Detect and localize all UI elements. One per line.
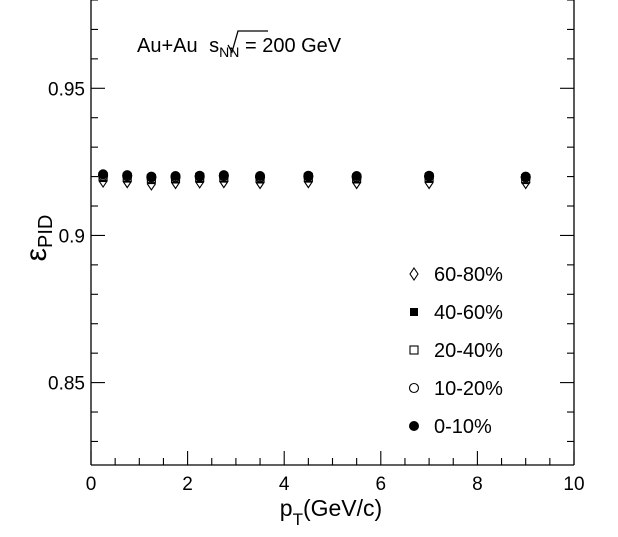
legend-marker [409, 345, 419, 355]
data-point [122, 170, 133, 181]
data-point [98, 169, 109, 180]
x-tick-label: 4 [279, 474, 290, 495]
legend-label: 0-10% [434, 416, 492, 438]
legend-marker [409, 267, 419, 281]
legend-label: 10-20% [434, 378, 503, 400]
x-axis-title-main: p [280, 495, 293, 521]
x-axis-title-sub: T [293, 510, 303, 529]
sqrt-symbol [227, 30, 268, 54]
data-point [146, 171, 157, 182]
y-tick-label: 0.9 [59, 226, 85, 247]
data-point [194, 170, 205, 181]
series-60-80pct [98, 174, 531, 191]
legend-marker [408, 382, 420, 394]
legend-label: 40-60% [434, 302, 503, 324]
data-point [218, 170, 229, 181]
y-axis-title: εPID [20, 215, 57, 262]
legend-label: 20-40% [434, 340, 503, 362]
data-markers [98, 169, 531, 191]
y-axis-title-main: ε [20, 248, 53, 261]
x-axis-title: pT(GeV/c) [280, 495, 382, 529]
data-point [520, 171, 531, 182]
annotation-text: Au+Au sNN = 200 GeV [137, 35, 342, 60]
y-axis-title-sub: PID [35, 215, 57, 248]
annotation-prefix: Au+Au [137, 35, 203, 57]
x-tick-label: 10 [563, 474, 584, 495]
data-point [303, 170, 314, 181]
annotation-suffix: = 200 GeV [239, 35, 341, 57]
legend-label: 60-80% [434, 264, 503, 286]
legend: 60-80% 40-60% 20-40% 10-20% 0-10% [408, 264, 503, 438]
annotation-sqrt-sub: NN [219, 44, 239, 60]
x-tick-label: 0 [86, 474, 97, 495]
series-0-10pct [98, 169, 531, 182]
data-point [424, 170, 435, 181]
legend-marker [410, 308, 418, 316]
data-point [351, 170, 362, 181]
x-tick-label: 2 [182, 474, 193, 495]
data-point [255, 170, 266, 181]
series-20-40pct [98, 172, 531, 184]
legend-marker [409, 421, 419, 431]
tick-labels: 0 2 4 6 8 10 0.85 0.9 0.95 [48, 79, 585, 495]
annotation-sqrt-main: s [209, 35, 219, 57]
series-10-20pct [98, 170, 531, 183]
x-axis-title-rest: (GeV/c) [303, 495, 382, 521]
series-40-60pct [99, 174, 530, 185]
x-tick-label: 8 [472, 474, 483, 495]
data-point [170, 170, 181, 181]
x-tick-label: 6 [376, 474, 387, 495]
y-tick-label: 0.85 [48, 374, 85, 395]
axis-ticks [90, 0, 575, 465]
y-tick-label: 0.95 [48, 79, 85, 100]
